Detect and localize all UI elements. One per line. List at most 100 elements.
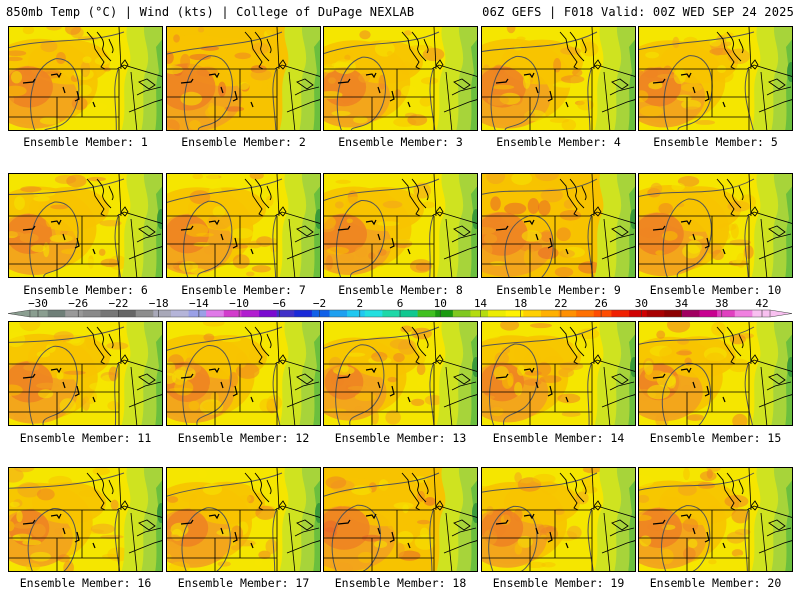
colorbar-swatch	[558, 310, 577, 317]
colorbar-swatch	[752, 310, 771, 317]
ensemble-map-panel-7	[166, 173, 321, 278]
temperature-map	[9, 468, 162, 571]
ensemble-member-label: Ensemble Member: 7	[181, 283, 306, 297]
colorbar-swatch	[65, 310, 84, 317]
temperature-map	[324, 27, 477, 130]
temperature-map	[9, 27, 162, 130]
ensemble-map-panel-16	[8, 467, 163, 572]
colorbar-swatch	[347, 310, 366, 317]
colorbar-tick-label: −26	[68, 297, 88, 310]
ensemble-map-panel-20	[638, 467, 793, 572]
ensemble-member-label: Ensemble Member: 5	[653, 135, 778, 149]
colorbar-tick-label: −18	[149, 297, 169, 310]
colorbar-tick-label: −6	[273, 297, 286, 310]
colorbar-tick-label: 34	[675, 297, 689, 310]
temperature-map	[482, 27, 635, 130]
colorbar-swatch	[717, 310, 736, 317]
colorbar-swatch	[153, 310, 172, 317]
ensemble-member-label: Ensemble Member: 16	[19, 576, 152, 590]
colorbar-swatch	[629, 310, 647, 317]
ensemble-map-panel-1	[8, 26, 163, 131]
colorbar-swatch	[364, 310, 383, 317]
colorbar-swatch	[382, 310, 401, 317]
ensemble-member-label: Ensemble Member: 9	[496, 283, 621, 297]
ensemble-member-label: Ensemble Member: 6	[23, 283, 148, 297]
colorbar-tick-label: −22	[109, 297, 129, 310]
ensemble-map-panel-15	[638, 321, 793, 426]
ensemble-member-label: Ensemble Member: 14	[492, 431, 625, 445]
ensemble-map-panel-18	[323, 467, 478, 572]
colorbar-swatch	[170, 310, 189, 317]
colorbar-swatch	[593, 310, 612, 317]
temperature-map	[9, 322, 162, 425]
colorbar-swatch	[241, 310, 260, 317]
ensemble-map-panel-5	[638, 26, 793, 131]
colorbar-swatch	[400, 310, 418, 317]
ensemble-member-label: Ensemble Member: 11	[19, 431, 152, 445]
ensemble-map-panel-10	[638, 173, 793, 278]
colorbar-swatch	[206, 310, 225, 317]
colorbar-tick-label: 14	[474, 297, 488, 310]
ensemble-member-label: Ensemble Member: 3	[338, 135, 463, 149]
colorbar-swatch	[30, 310, 48, 317]
colorbar-tick-label: −2	[313, 297, 326, 310]
colorbar-swatch	[699, 310, 718, 317]
ensemble-map-panel-17	[166, 467, 321, 572]
temperature-map	[167, 174, 320, 277]
colorbar-swatch	[540, 310, 559, 317]
colorbar-tick-label: 18	[514, 297, 527, 310]
ensemble-map-panel-3	[323, 26, 478, 131]
ensemble-member-label: Ensemble Member: 2	[181, 135, 306, 149]
temperature-map	[482, 322, 635, 425]
colorbar-tick-label: 2	[356, 297, 363, 310]
ensemble-member-label: Ensemble Member: 4	[496, 135, 621, 149]
colorbar-swatch	[452, 310, 471, 317]
colorbar-tick-label: 38	[715, 297, 728, 310]
colorbar-swatch	[664, 310, 683, 317]
ensemble-member-label: Ensemble Member: 1	[23, 135, 148, 149]
colorbar-tick-label: 26	[594, 297, 607, 310]
colorbar-swatch	[311, 310, 330, 317]
colorbar-swatch	[329, 310, 348, 317]
ensemble-map-panel-9	[481, 173, 636, 278]
temperature-colorbar: −30 −26 −22 −18 −14 −10 −6 −2 2 6 10 14 18 22 26 30 34 38…	[7, 297, 793, 318]
colorbar-swatch	[681, 310, 700, 317]
colorbar-tick-label: −30	[28, 297, 48, 310]
ensemble-member-label: Ensemble Member: 18	[334, 576, 467, 590]
temperature-map	[639, 322, 792, 425]
colorbar-swatch	[82, 310, 101, 317]
colorbar-tick-label: 42	[755, 297, 768, 310]
ensemble-map-panel-12	[166, 321, 321, 426]
ensemble-map-panel-2	[166, 26, 321, 131]
colorbar-swatch	[188, 310, 207, 317]
colorbar-swatch	[646, 310, 665, 317]
colorbar-swatch	[276, 310, 295, 317]
colorbar-tick-label: 22	[554, 297, 567, 310]
colorbar-tick-label: 10	[434, 297, 447, 310]
temperature-map	[324, 174, 477, 277]
colorbar-swatch	[417, 310, 436, 317]
colorbar-swatch	[488, 310, 507, 317]
temperature-map	[167, 27, 320, 130]
colorbar-swatch	[611, 310, 630, 317]
colorbar-right-arrow	[769, 309, 793, 318]
ensemble-map-panel-19	[481, 467, 636, 572]
colorbar-tick-label: −14	[189, 297, 209, 310]
temperature-map	[639, 174, 792, 277]
ensemble-member-label: Ensemble Member: 13	[334, 431, 467, 445]
colorbar-swatch	[294, 310, 313, 317]
ensemble-member-label: Ensemble Member: 10	[649, 283, 782, 297]
ensemble-member-label: Ensemble Member: 15	[649, 431, 782, 445]
colorbar-swatch	[135, 310, 154, 317]
ensemble-member-label: Ensemble Member: 20	[649, 576, 782, 590]
colorbar-swatch	[470, 310, 489, 317]
ensemble-member-label: Ensemble Member: 12	[177, 431, 310, 445]
temperature-map	[167, 468, 320, 571]
ensemble-map-panel-6	[8, 173, 163, 278]
colorbar-swatch	[523, 310, 542, 317]
temperature-map	[9, 174, 162, 277]
colorbar-swatch	[505, 310, 524, 317]
ensemble-map-panel-13	[323, 321, 478, 426]
temperature-map	[482, 468, 635, 571]
colorbar-swatch	[435, 310, 454, 317]
